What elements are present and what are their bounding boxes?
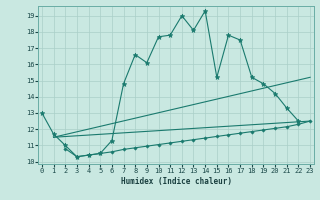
X-axis label: Humidex (Indice chaleur): Humidex (Indice chaleur) [121,177,231,186]
